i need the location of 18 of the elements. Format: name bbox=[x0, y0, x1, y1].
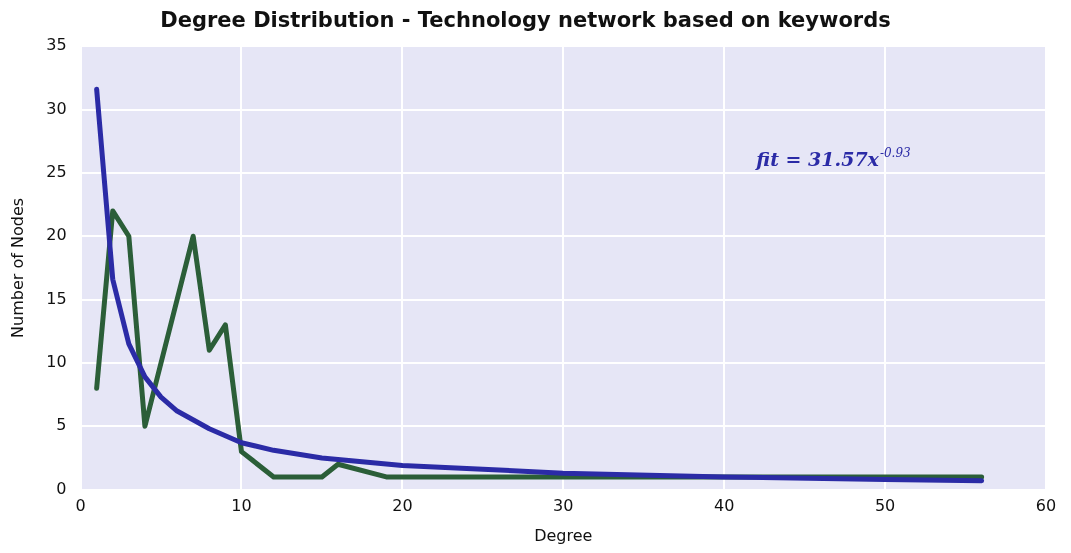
x-axis-title: Degree bbox=[534, 525, 593, 545]
y-tick-label: 10 bbox=[46, 352, 67, 372]
x-tick-label: 20 bbox=[392, 496, 413, 516]
x-tick-label: 30 bbox=[553, 496, 574, 516]
y-tick-label: 15 bbox=[46, 288, 67, 308]
y-tick-label: 0 bbox=[56, 478, 67, 498]
x-tick-label: 10 bbox=[231, 496, 252, 516]
x-tick-label: 40 bbox=[714, 496, 735, 516]
y-tick-label: 5 bbox=[56, 415, 67, 435]
y-tick-label: 35 bbox=[46, 35, 67, 55]
y-tick-label: 20 bbox=[46, 225, 67, 245]
x-tick-label: 60 bbox=[1035, 496, 1057, 516]
y-tick-label: 25 bbox=[46, 162, 67, 182]
y-tick-label: 30 bbox=[46, 98, 67, 118]
chart-title: Degree Distribution - Technology network based on keywords bbox=[160, 8, 891, 33]
x-tick-label: 0 bbox=[75, 496, 86, 516]
x-tick-label: 50 bbox=[874, 496, 896, 516]
y-axis-title: Number of Nodes bbox=[7, 197, 27, 338]
